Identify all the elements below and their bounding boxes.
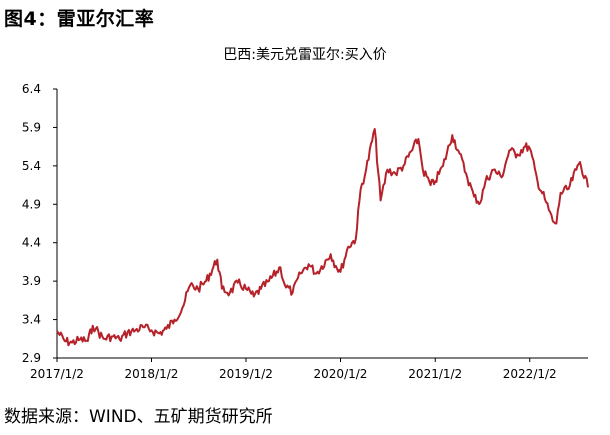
y-tick-label: 6.4 bbox=[22, 82, 41, 96]
x-tick-label: 2022/1/2 bbox=[503, 367, 557, 381]
x-tick-label: 2019/1/2 bbox=[219, 367, 273, 381]
y-tick-label: 5.9 bbox=[22, 120, 41, 134]
x-tick-label: 2021/1/2 bbox=[408, 367, 462, 381]
y-tick-label: 5.4 bbox=[22, 159, 41, 173]
x-tick-label: 2018/1/2 bbox=[125, 367, 179, 381]
x-tick-label: 2020/1/2 bbox=[314, 367, 368, 381]
x-tick-label: 2017/1/2 bbox=[30, 367, 84, 381]
y-tick-label: 2.9 bbox=[22, 351, 41, 365]
series-line bbox=[56, 128, 589, 347]
y-tick-label: 3.4 bbox=[22, 313, 41, 327]
source-note: 数据来源：WIND、五矿期货研究所 bbox=[4, 407, 273, 427]
y-tick-label: 3.9 bbox=[22, 274, 41, 288]
figure-title: 图4：雷亚尔汇率 bbox=[4, 8, 155, 30]
line-chart: 2.9 3.4 3.9 4.4 4.9 5.4 5.9 6.4 2017/1/2 2018/1/… bbox=[22, 82, 589, 381]
y-tick-label: 4.9 bbox=[22, 197, 41, 211]
chart-title: 巴西:美元兑雷亚尔:买入价 bbox=[223, 47, 387, 63]
y-tick-label: 4.4 bbox=[22, 236, 41, 250]
